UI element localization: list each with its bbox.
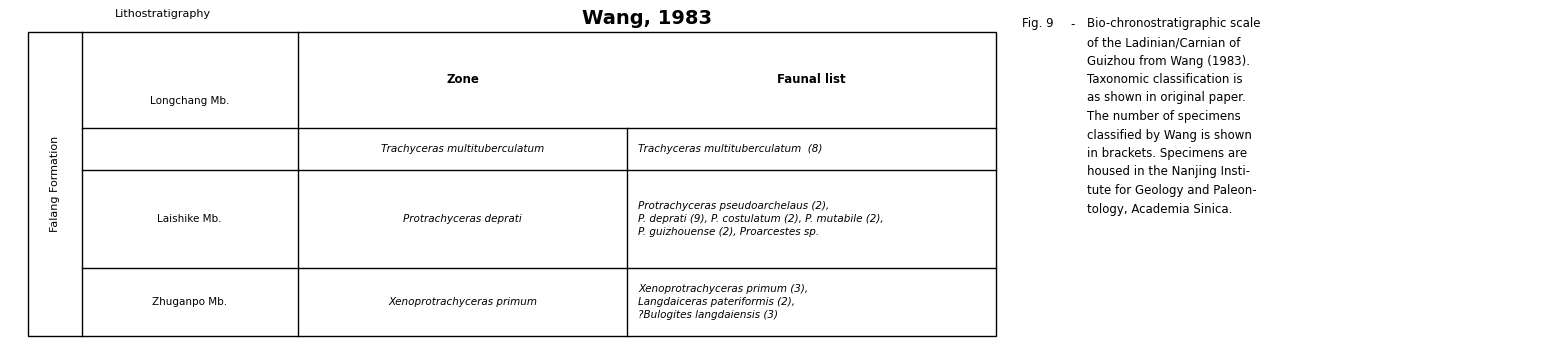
Text: Zone: Zone (447, 73, 478, 86)
Text: Trachyceras multituberculatum: Trachyceras multituberculatum (381, 144, 544, 154)
Text: Xenoprotrachyceras primum: Xenoprotrachyceras primum (387, 297, 538, 307)
Text: Laishike Mb.: Laishike Mb. (157, 214, 223, 224)
Text: Faunal list: Faunal list (778, 73, 845, 86)
Text: Falang Formation: Falang Formation (50, 135, 60, 232)
Text: Zhuganpo Mb.: Zhuganpo Mb. (152, 297, 227, 307)
Text: Protrachyceras pseudoarchelaus (2),
P. deprati (9), P. costulatum (2), P. mutabi: Protrachyceras pseudoarchelaus (2), P. d… (638, 201, 884, 237)
Text: Longchang Mb.: Longchang Mb. (151, 96, 229, 106)
Text: Bio-chronostratigraphic scale
of the Ladinian/Carnian of
Guizhou from Wang (1983: Bio-chronostratigraphic scale of the Lad… (1087, 18, 1261, 216)
Text: Xenoprotrachyceras primum (3),
Langdaiceras pateriformis (2),
?Bulogites langdai: Xenoprotrachyceras primum (3), Langdaice… (638, 284, 808, 320)
Text: Lithostratigraphy: Lithostratigraphy (114, 9, 212, 19)
Text: Protrachyceras deprati: Protrachyceras deprati (403, 214, 522, 224)
Text: Fig. 9: Fig. 9 (1022, 18, 1054, 30)
Text: Wang, 1983: Wang, 1983 (582, 9, 712, 28)
Text: -: - (1071, 18, 1079, 30)
Text: Trachyceras multituberculatum  (8): Trachyceras multituberculatum (8) (638, 144, 823, 154)
